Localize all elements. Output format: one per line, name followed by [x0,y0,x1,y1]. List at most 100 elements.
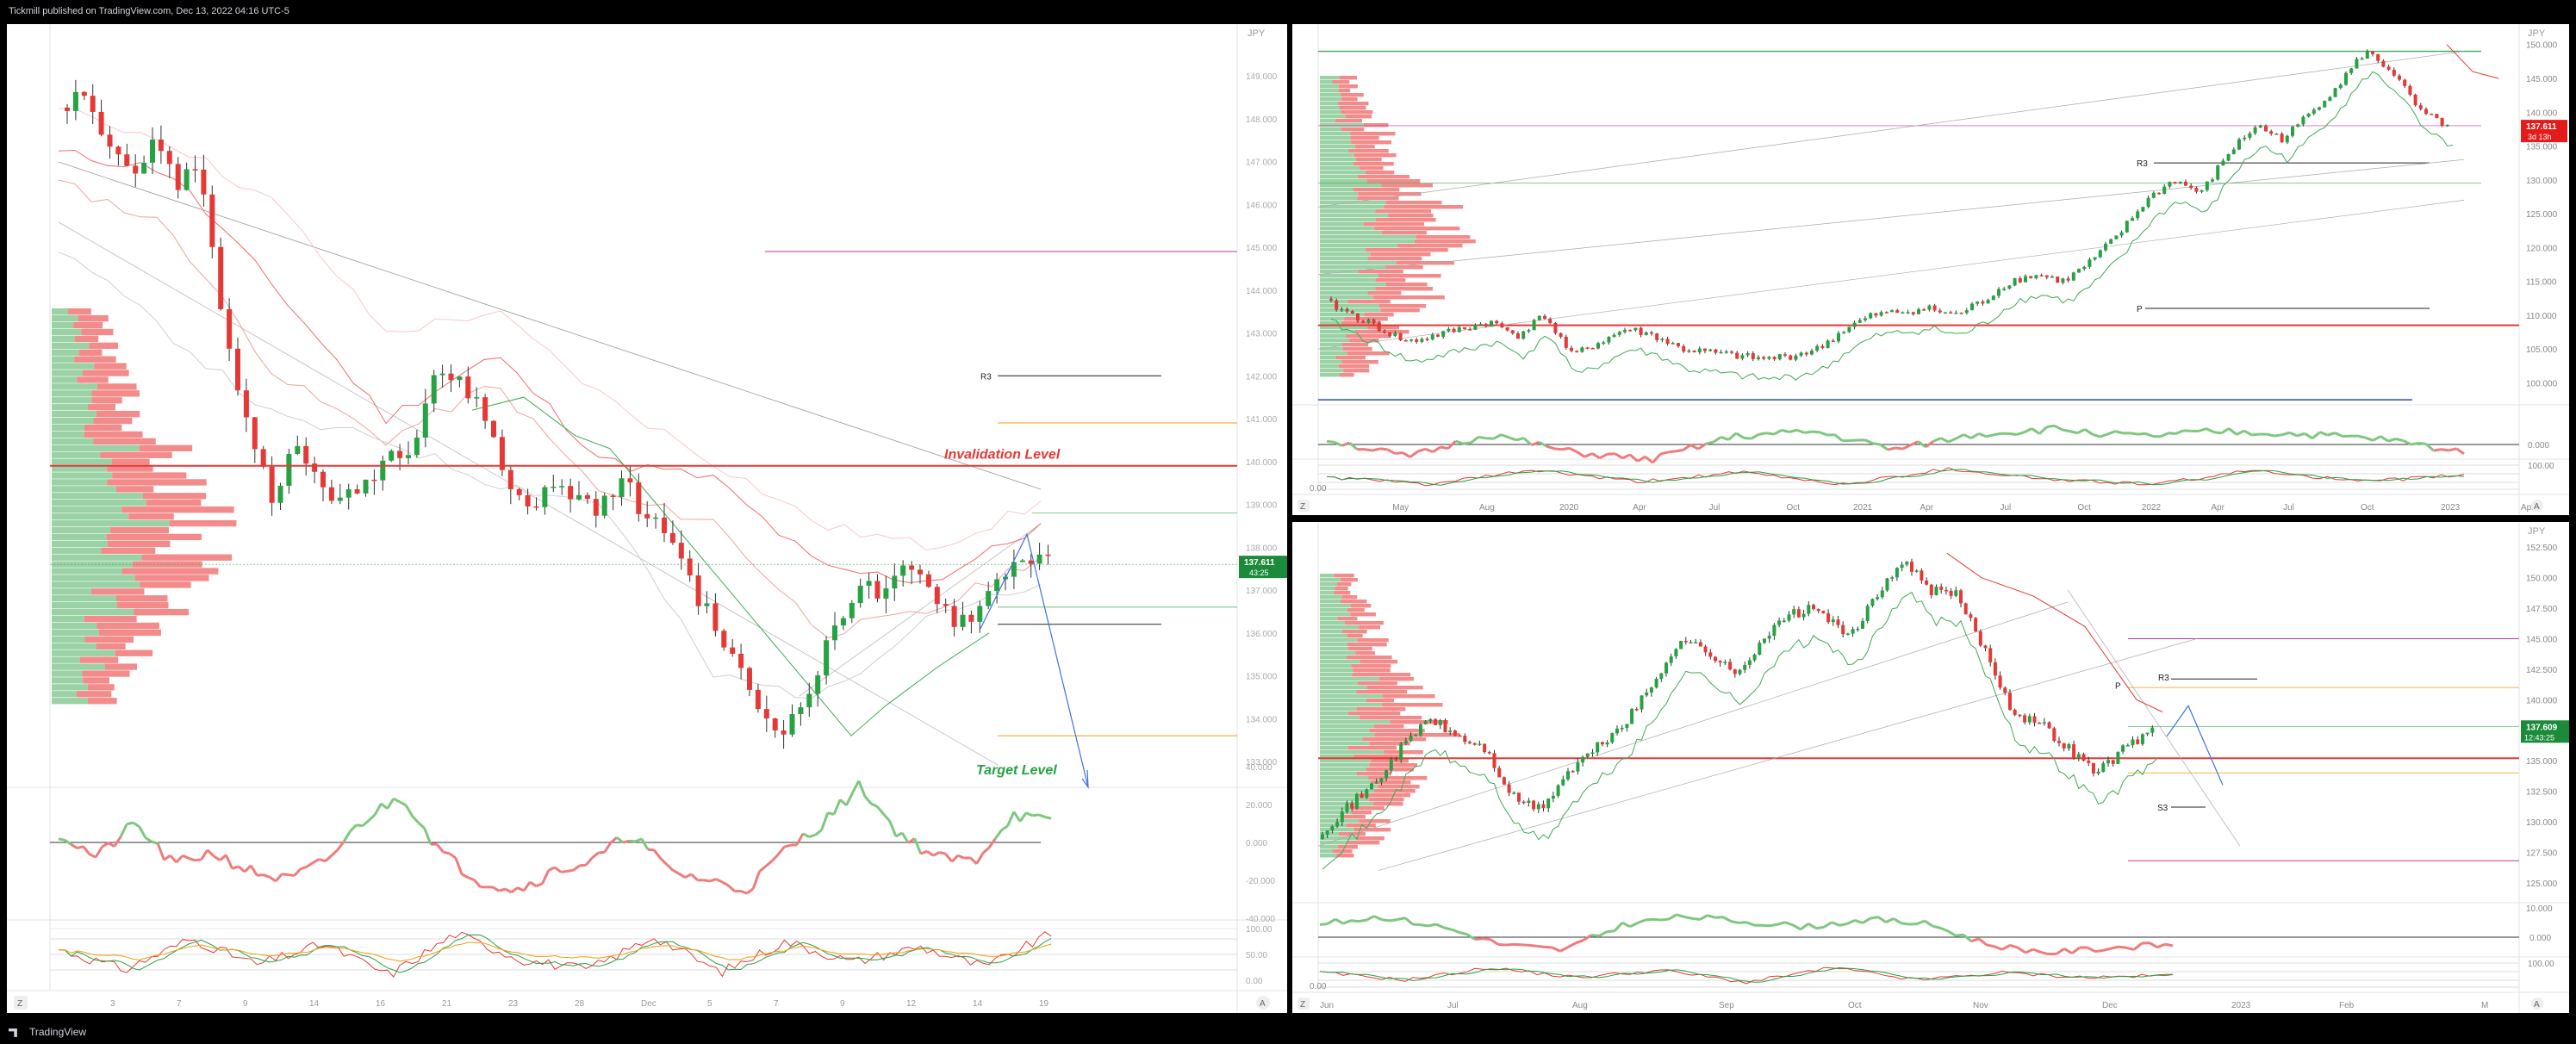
volume-profile-bar-sell [1366,179,1421,183]
oscillator-segment [863,795,873,805]
candle-body [2013,709,2017,715]
candle-body [2157,192,2161,195]
candle-body [2296,124,2300,127]
candle-body [2044,275,2049,278]
volume-profile-bar-buy [52,390,92,397]
volume-profile-bar-buy [1320,149,1349,153]
volume-profile-bar-buy [1320,724,1374,729]
auto-scale-button[interactable] [2531,500,2543,512]
oscillator-segment [2063,948,2073,955]
candle-body [1929,584,1933,595]
volume-profile-bar-sell [1332,849,1353,854]
footer-brand: TradingView [29,1026,87,1038]
volume-profile-bar-buy [1320,248,1366,252]
time-tick-label: Apr [1633,503,1646,513]
price-badge-bg [1239,556,1287,579]
oscillator-segment [1568,447,1578,453]
currency-label: JPY [1248,28,1266,39]
candle-body [1884,312,1888,314]
oscillator-segment [746,887,755,895]
oscillator-segment [2365,436,2374,442]
volume-profile-bar-buy [52,588,91,595]
chart-canvas[interactable]: JPY 152.500 150.000 147.500 145.000 142.500 14… [1292,522,2569,1013]
oscillator-segment [647,848,655,852]
time-tick-label: Jul [1709,503,1720,513]
volume-profile-bar-buy [1320,815,1342,819]
candle-body [1452,328,1456,332]
time-axis[interactable]: Jun Jul Aug Sep Oct Nov Dec 2023 Feb M Z A [1297,997,2543,1010]
chart-canvas[interactable]: JPY 149.000 148.000 147.000 146.000 145.000 14… [7,24,1287,1013]
candle-body [806,693,812,708]
candle-body [260,449,266,467]
oscillator-segment [138,825,147,839]
candle-body [525,494,531,506]
volume-profile-bar-buy [52,376,78,383]
oscillator-segment [2009,943,2019,949]
volume-profile-bar-buy [1320,123,1364,127]
zoom-button[interactable] [1297,997,1310,1010]
oscillator-segment [1909,440,1920,447]
chart-pane-bottom-right[interactable]: JPY 152.500 150.000 147.500 145.000 142.500 14… [1292,522,2569,1013]
zoom-button[interactable] [14,996,28,1010]
volume-profile-bar-sell [91,390,140,397]
time-axis[interactable]: May Aug 2020 Apr Jul Oct 2021 Apr Jul Oct 2022 Apr J… [1297,500,2543,513]
auto-scale-button[interactable] [2531,997,2543,1010]
volume-profile-bar-buy [52,615,84,623]
volume-profile-bar-sell [82,670,130,677]
candle-body [1403,340,1408,342]
candle-body [2237,139,2241,150]
chart-pane-left[interactable]: JPY 149.000 148.000 147.000 146.000 145.000 14… [7,24,1287,1013]
volume-profile-bar-buy [52,349,79,356]
candle-body [354,489,360,494]
volume-profile-bar-sell [1347,634,1363,638]
oscillator-segment [1800,923,1809,931]
candle-body [2109,239,2113,244]
time-tick-label: Apr [1920,503,1934,513]
candle-body [1463,736,1467,743]
oscillator-segment [1994,945,2003,951]
oscillator-segment [2001,943,2011,951]
volume-profile-bar-sell [1347,300,1391,304]
volume-profile-bar-buy [52,404,89,411]
price-axis[interactable]: JPY 150.000 145.000 140.000 135.000 130.000 12… [2518,24,2558,515]
zoom-button[interactable] [1297,500,1310,512]
volume-profile-bar-sell [1372,802,1403,806]
oscillator-segment [1970,432,1980,439]
volume-profile-bar-buy [1320,630,1343,634]
price-tick-label: 125.000 [2526,879,2558,889]
oscillator-segment [2032,948,2042,954]
volume-profile-bar-sell [96,410,140,418]
candle-body [2258,126,2262,127]
oscillator-1: 10.000 0.000 [1318,904,2553,956]
time-axis[interactable]: 3 7 9 14 16 21 23 28 Dec 5 7 9 12 14 19 Z A [14,996,1270,1010]
oscillator-segment [498,887,506,892]
candle-body [1570,347,1573,351]
chart-pane-top-right[interactable]: JPY 150.000 145.000 140.000 135.000 130.000 12… [1292,24,2569,515]
candle-body [1703,646,1708,653]
candle-body [2413,94,2417,106]
time-tick-label: 16 [376,999,386,1009]
price-axis[interactable]: JPY 149.000 148.000 147.000 146.000 145.000 14… [1236,24,1278,1013]
volume-profile-bar-buy [1320,265,1386,270]
time-tick-label: Oct [1848,1001,1862,1010]
candle-body [1723,662,1727,663]
publisher-header: Tickmill published on TradingView.com, D… [0,0,2576,22]
oscillator-segment [443,850,450,855]
candle-body [2424,109,2428,115]
oscillator-segment [1373,915,1383,922]
volume-profile-bar-sell [1385,265,1423,270]
candle-body [551,486,557,488]
volume-profile-bar-buy [1320,343,1342,347]
candle-body [925,574,931,587]
candle-body [798,707,804,715]
oscillator-segment [2125,946,2135,951]
chart-canvas[interactable]: JPY 150.000 145.000 140.000 135.000 130.000 12… [1292,24,2569,515]
volume-profile-bar-buy [1320,205,1384,209]
candle-body [1740,355,1745,359]
time-tick-label: 14 [309,999,320,1009]
auto-scale-button[interactable] [1256,996,1270,1010]
volume-profile-bar-buy [1320,841,1347,845]
oscillator-segment [113,836,122,848]
candle-body [1963,603,1968,615]
